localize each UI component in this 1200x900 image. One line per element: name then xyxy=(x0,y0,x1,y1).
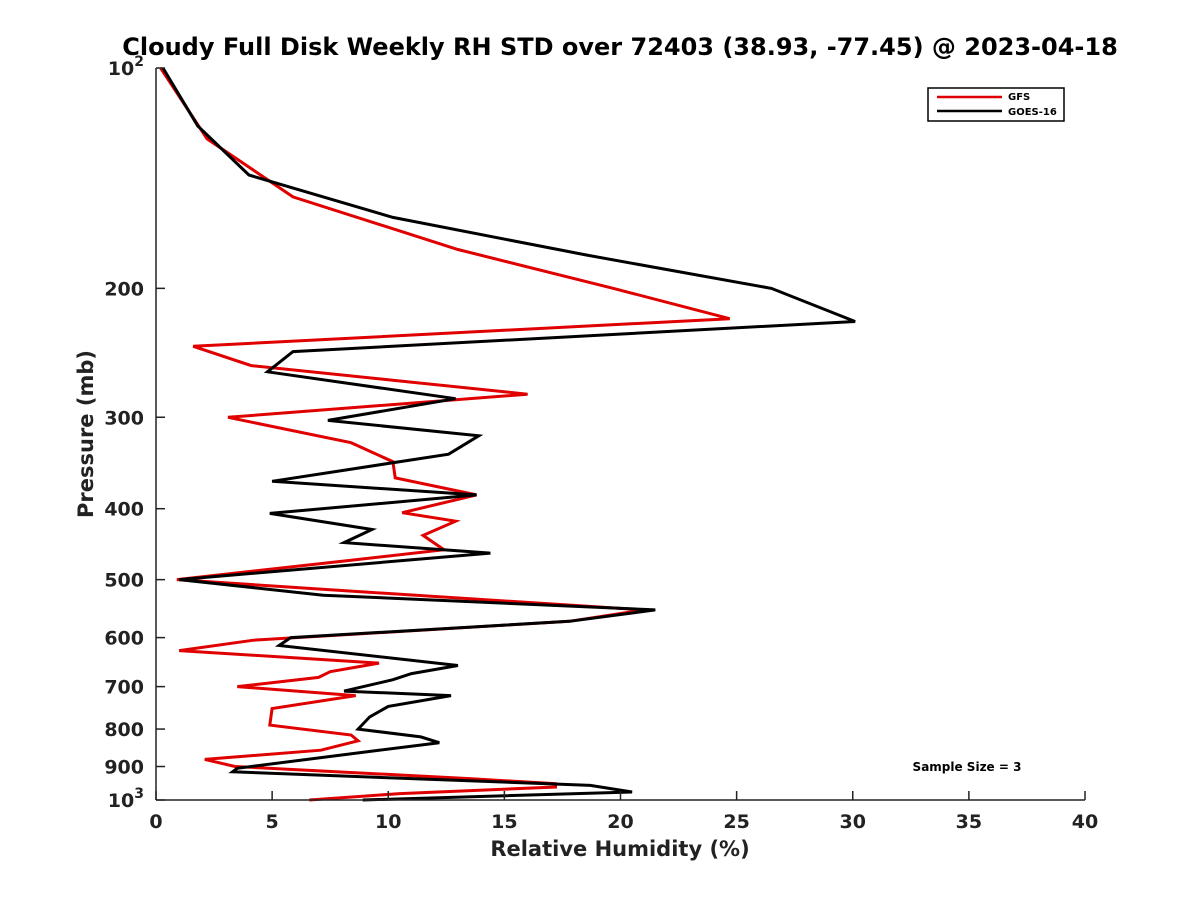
y-ticks: 102 200 300 400 500 600 700 800 900 103 xyxy=(104,54,165,812)
legend-box xyxy=(927,87,1065,122)
y-tick-label: 400 xyxy=(104,499,144,521)
y-axis-label: Pressure (mb) xyxy=(74,350,98,518)
plot-area: 0 5 10 15 20 25 30 35 40 102 200 300 400 500 600 700 80… xyxy=(104,54,1098,833)
legend-label-gfs: GFS xyxy=(1008,92,1030,103)
y-tick-label: 700 xyxy=(104,677,144,699)
x-tick-label: 30 xyxy=(840,811,866,833)
series-line-goes16 xyxy=(161,67,856,802)
x-tick-label: 35 xyxy=(956,811,982,833)
y-tick-label: 500 xyxy=(104,570,144,592)
y-tick-label: 600 xyxy=(104,628,144,650)
legend-label-goes16: GOES-16 xyxy=(1008,107,1057,118)
legend: GFS GOES-16 xyxy=(927,87,1065,122)
series-layer xyxy=(159,67,856,802)
y-tick-label: 800 xyxy=(104,719,144,741)
x-tick-label: 15 xyxy=(491,811,517,833)
x-tick-label: 0 xyxy=(149,811,162,833)
x-tick-label: 10 xyxy=(375,811,401,833)
chart-title: Cloudy Full Disk Weekly RH STD over 7240… xyxy=(122,33,1118,61)
x-tick-label: 25 xyxy=(723,811,749,833)
x-axis-label: Relative Humidity (%) xyxy=(490,837,749,861)
x-ticks: 0 5 10 15 20 25 30 35 40 xyxy=(149,791,1098,833)
y-tick-label: 300 xyxy=(104,407,144,429)
y-tick-label: 900 xyxy=(104,757,144,779)
x-tick-label: 20 xyxy=(607,811,633,833)
y-tick-label-power: 103 xyxy=(108,786,144,812)
x-tick-label: 40 xyxy=(1072,811,1098,833)
y-tick-label: 200 xyxy=(104,278,144,300)
series-line-gfs xyxy=(159,67,731,802)
y-tick-label-power: 102 xyxy=(108,54,144,80)
x-tick-label: 5 xyxy=(266,811,279,833)
sample-size-annotation: Sample Size = 3 xyxy=(913,760,1022,774)
